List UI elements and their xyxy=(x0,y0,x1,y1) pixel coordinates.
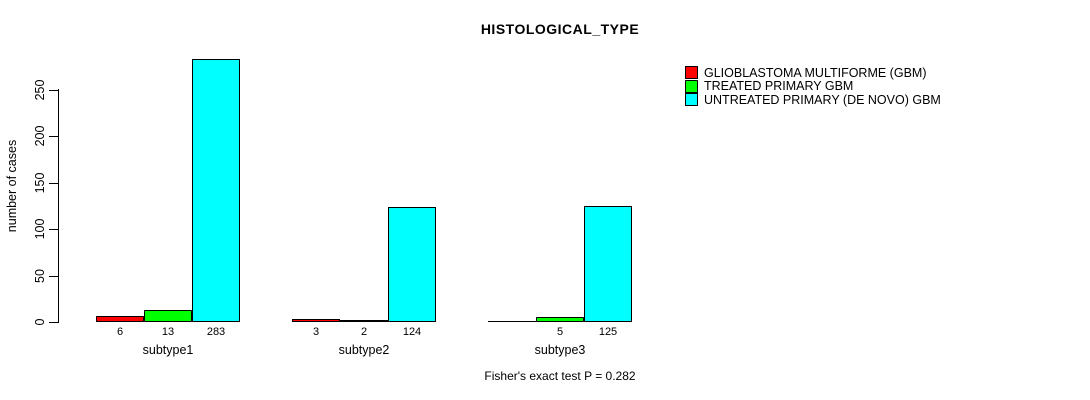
bar-subtype3-series1 xyxy=(536,317,584,322)
bar-subtype3-series2 xyxy=(584,206,632,322)
bar-value-label: 2 xyxy=(360,326,368,338)
bar-value-label: 13 xyxy=(161,326,175,338)
legend-item: TREATED PRIMARY GBM xyxy=(685,79,941,94)
legend-swatch-icon xyxy=(685,66,698,80)
y-axis-tick-label: 150 xyxy=(33,172,47,193)
bar-value-label: 3 xyxy=(312,326,320,338)
y-axis-tick xyxy=(49,275,58,277)
x-category-label-subtype2: subtype2 xyxy=(338,343,390,357)
bar-subtype2-series2 xyxy=(388,207,436,322)
bar-subtype1-series0 xyxy=(96,316,144,322)
legend-swatch-icon xyxy=(685,79,698,93)
legend-label: TREATED PRIMARY GBM xyxy=(704,79,854,94)
legend-swatch-icon xyxy=(685,93,698,107)
bar-subtype3-series0 xyxy=(488,321,536,322)
y-axis-tick-label: 250 xyxy=(33,79,47,100)
x-category-label-subtype1: subtype1 xyxy=(142,343,194,357)
bar-value-label: 125 xyxy=(598,326,618,338)
y-axis-tick xyxy=(49,182,58,184)
legend-label: GLIOBLASTOMA MULTIFORME (GBM) xyxy=(704,65,927,80)
legend: GLIOBLASTOMA MULTIFORME (GBM) TREATED PRI… xyxy=(685,66,941,107)
legend-item: UNTREATED PRIMARY (DE NOVO) GBM xyxy=(685,93,941,107)
bar-subtype2-series1 xyxy=(340,320,388,322)
y-axis-tick-label: 100 xyxy=(33,218,47,240)
bar-subtype2-series0 xyxy=(292,319,340,322)
x-category-label-subtype3: subtype3 xyxy=(534,343,586,357)
y-axis-tick-label: 50 xyxy=(33,268,47,283)
bar-value-label: 283 xyxy=(206,326,226,338)
y-axis-tick xyxy=(49,136,58,137)
caption-fisher-test: Fisher's exact test P = 0.282 xyxy=(484,369,636,383)
legend-label: UNTREATED PRIMARY (DE NOVO) GBM xyxy=(704,92,941,107)
bar-value-label: 5 xyxy=(556,326,564,338)
y-axis-tick xyxy=(49,322,58,323)
y-axis-tick xyxy=(49,229,58,230)
bar-subtype1-series2 xyxy=(192,59,240,322)
bar-subtype1-series1 xyxy=(144,310,192,322)
y-axis-tick xyxy=(49,89,58,91)
y-axis-label: number of cases xyxy=(5,139,19,233)
y-axis-line xyxy=(58,88,59,323)
legend-item: GLIOBLASTOMA MULTIFORME (GBM) xyxy=(685,66,941,80)
y-axis-tick-label: 0 xyxy=(33,318,47,326)
y-axis-tick-label: 200 xyxy=(33,125,47,147)
bar-value-label: 6 xyxy=(116,326,124,338)
chart-title: HISTOLOGICAL_TYPE xyxy=(480,21,640,37)
bar-value-label: 124 xyxy=(402,326,422,338)
